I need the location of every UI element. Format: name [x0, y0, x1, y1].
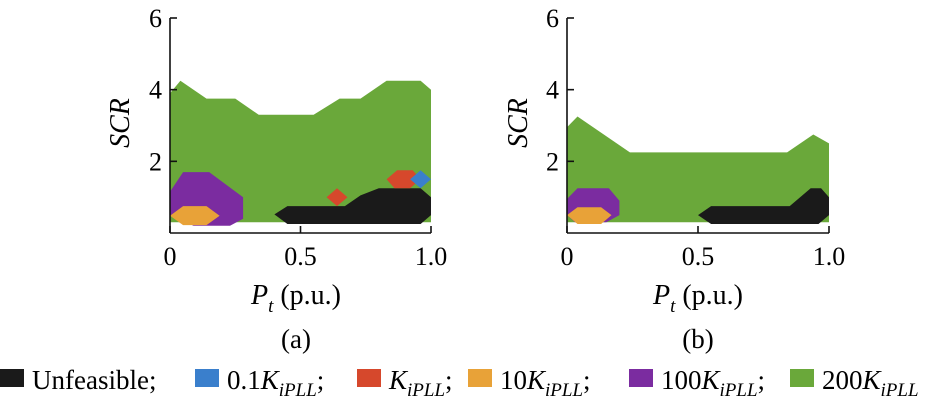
legend-item-4: 100KiPLL;	[629, 365, 765, 401]
legend-label: Unfeasible;	[32, 365, 156, 395]
panel-a-sublabel: (a)	[281, 324, 311, 354]
panel-a-regions	[170, 80, 431, 226]
panel-b-region-200k-0	[567, 116, 829, 223]
panel-a-region-k-4	[326, 188, 348, 207]
legend-item-5: 200KiPLL	[790, 365, 919, 401]
panel-a-y-tick-label: 4	[149, 76, 162, 105]
legend-swatch	[790, 369, 814, 387]
legend-label: 0.1KiPLL;	[227, 365, 324, 401]
panel-b-x-tick-label: 0	[561, 242, 574, 271]
panel-b-y-label: SCR	[503, 98, 534, 148]
panel-b-x-ticks: 0 0.5 1.0	[561, 226, 846, 271]
legend-swatch	[195, 369, 219, 387]
panel-b-y-tick-label: 6	[546, 4, 559, 33]
legend-label: 100KiPLL;	[661, 365, 765, 401]
legend-label: 200KiPLL	[822, 365, 919, 401]
panel-a-x-tick-label: 0	[164, 242, 177, 271]
panel-b: 2 4 6 0 0.5 1.0 SCR Pt (p.u.) (b)	[503, 4, 845, 354]
legend-swatch	[0, 369, 24, 387]
panel-a-region-k-5	[386, 170, 421, 189]
panel-a-region-200k-0	[170, 80, 431, 223]
panel-b-x-tick-label: 0.5	[682, 242, 715, 271]
panel-b-sublabel: (b)	[682, 324, 713, 354]
legend-item-2: KiPLL;	[357, 365, 453, 401]
panel-a-region-unfeasible-3	[274, 188, 431, 224]
panel-a-region-10k-2	[170, 206, 220, 226]
panel-a-x-tick-label: 1.0	[415, 242, 448, 271]
panel-b-region-10k-2	[567, 207, 612, 224]
legend-item-1: 0.1KiPLL;	[195, 365, 324, 401]
panel-a-x-label: Pt (p.u.)	[250, 280, 341, 317]
panel-a-x-ticks: 0 0.5 1.0	[164, 226, 448, 271]
panel-a-x-tick-label: 0.5	[284, 242, 317, 271]
panel-a-y-ticks: 2 4 6	[149, 4, 177, 176]
panel-b-y-ticks: 2 4 6	[546, 4, 574, 176]
panel-b-region-unfeasible-3	[698, 188, 829, 224]
legend: Unfeasible; 0.1KiPLL; KiPLL; 10KiPLL; 100KiP…	[0, 365, 919, 401]
panel-b-regions	[567, 116, 829, 224]
legend-swatch	[629, 369, 653, 387]
panel-b-y-tick-label: 4	[546, 76, 559, 105]
panel-a-region-0p1k-6	[410, 170, 431, 189]
legend-swatch	[357, 369, 381, 387]
legend-item-0: Unfeasible;	[0, 365, 156, 395]
panel-b-x-label: Pt (p.u.)	[652, 280, 743, 317]
panel-a: 2 4 6 0 0.5 1.0 SCR Pt (p.u.) (a)	[105, 4, 447, 354]
panel-a-y-label: SCR	[105, 98, 136, 148]
legend-item-3: 10KiPLL;	[468, 365, 591, 401]
panel-a-y-tick-label: 2	[149, 147, 162, 176]
legend-swatch	[468, 369, 492, 387]
panel-b-y-tick-label: 2	[546, 147, 559, 176]
panel-a-y-tick-label: 6	[149, 4, 162, 33]
legend-label: 10KiPLL;	[500, 365, 591, 401]
legend-label: KiPLL;	[388, 365, 453, 401]
panel-b-x-tick-label: 1.0	[813, 242, 846, 271]
